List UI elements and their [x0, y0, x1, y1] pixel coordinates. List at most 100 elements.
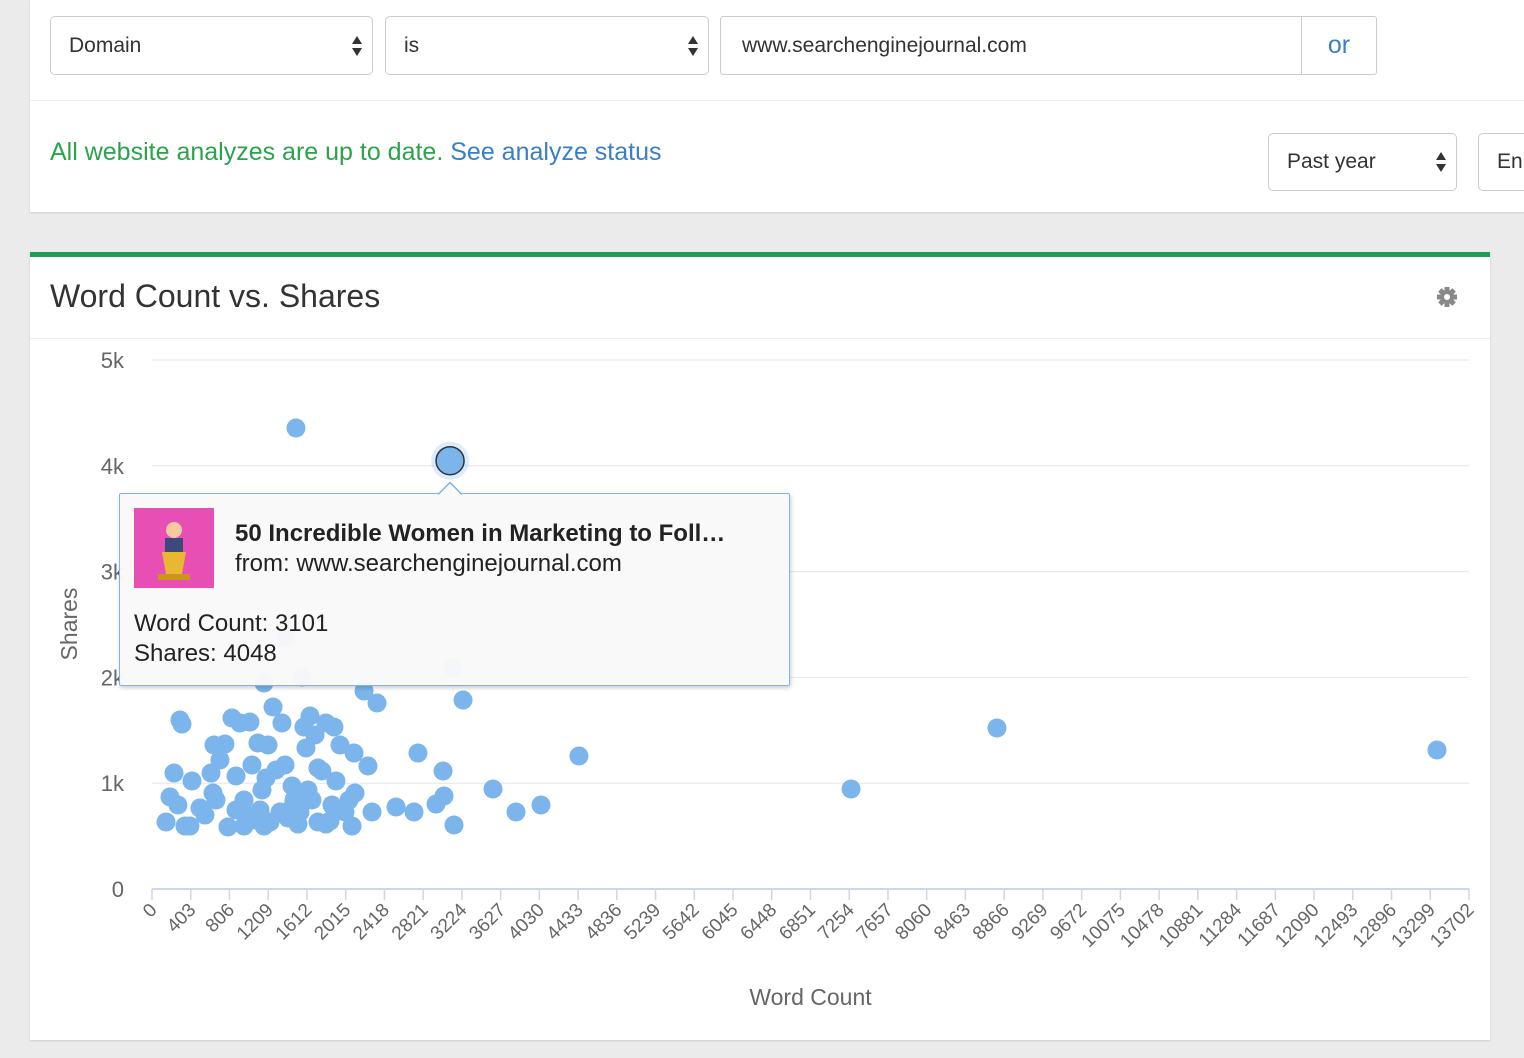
y-tick-label: 0 — [112, 877, 124, 902]
point — [444, 815, 464, 835]
language-select[interactable]: En — [1478, 133, 1524, 191]
x-tick-label: 7657 — [853, 900, 898, 945]
status: All website analyzes are up to date. See… — [50, 138, 662, 167]
value-text: www.searchenginejournal.com — [742, 33, 1027, 57]
point — [164, 763, 184, 783]
language-text: En — [1497, 150, 1523, 173]
settings-icon[interactable] — [1436, 286, 1458, 308]
select-arrows — [688, 35, 698, 56]
point — [300, 706, 320, 726]
point — [344, 743, 364, 763]
x-tick-label: 8866 — [969, 900, 1014, 945]
tooltip-source: from: www.searchenginejournal.com — [235, 550, 622, 577]
point — [210, 750, 230, 770]
point — [322, 795, 342, 815]
x-tick-label: 1612 — [272, 900, 317, 945]
point — [240, 712, 260, 732]
point — [250, 800, 270, 820]
point — [204, 735, 224, 755]
select-arrows — [1436, 152, 1446, 172]
x-tick-label: 2821 — [388, 900, 433, 945]
divider — [30, 338, 1490, 339]
point — [226, 766, 246, 786]
thumbnail — [134, 508, 214, 588]
or-text: or — [1327, 31, 1351, 59]
tooltip-caret — [438, 482, 462, 495]
point — [275, 755, 295, 775]
divider — [30, 100, 1524, 101]
y-tick-label: 5k — [101, 348, 125, 373]
point — [404, 802, 424, 822]
x-tick-label: 5642 — [659, 900, 704, 945]
x-tick-label: 9269 — [1008, 900, 1053, 945]
x-tick-label: 3224 — [427, 899, 472, 944]
or-button[interactable]: or — [1301, 16, 1377, 75]
x-tick-label: 8060 — [891, 900, 936, 945]
x-tick-label: 4433 — [543, 900, 588, 945]
x-tick-label: 7254 — [814, 899, 859, 944]
x-axis-label: Word Count — [749, 984, 872, 1010]
point — [358, 756, 378, 776]
point — [433, 761, 453, 781]
x-tick-label: 6045 — [698, 900, 743, 945]
operator-text: is — [404, 33, 420, 57]
point — [453, 690, 473, 710]
point — [316, 814, 336, 834]
value-input[interactable]: www.searchenginejournal.com — [720, 16, 1302, 75]
point — [362, 802, 382, 822]
point — [367, 693, 387, 713]
point — [312, 761, 332, 781]
point — [242, 755, 262, 775]
y-axis-label: Shares — [56, 588, 82, 661]
x-tick-label: 10881 — [1155, 900, 1207, 952]
x-tick-label: 8463 — [930, 900, 975, 945]
status-link[interactable]: See analyze status — [450, 138, 662, 166]
point — [218, 817, 238, 837]
point — [386, 797, 406, 817]
point — [1427, 740, 1447, 760]
point — [483, 779, 503, 799]
point — [168, 795, 188, 815]
field-text: Domain — [69, 33, 142, 57]
point — [426, 794, 446, 814]
period-text: Past year — [1287, 150, 1376, 173]
point — [258, 735, 278, 755]
tooltip-line: Word Count: 3101 — [134, 610, 329, 637]
x-tick-label: 13702 — [1426, 900, 1478, 952]
tooltip-line: Shares: 4048 — [134, 640, 277, 667]
x-tick-label: 2015 — [310, 900, 355, 945]
point — [234, 816, 254, 836]
point — [182, 771, 202, 791]
point — [298, 780, 318, 800]
point — [345, 783, 365, 803]
x-tick-label: 6851 — [775, 900, 820, 945]
y-tick-label: 1k — [101, 771, 125, 796]
point — [290, 802, 310, 822]
chart-title: Word Count vs. Shares — [50, 278, 381, 314]
period-select[interactable]: Past year — [1268, 133, 1457, 191]
point — [506, 802, 526, 822]
point — [408, 743, 428, 763]
point — [195, 805, 215, 825]
point — [156, 812, 176, 832]
point — [531, 795, 551, 815]
x-tick-label: 1209 — [233, 900, 278, 945]
select-arrows — [352, 35, 362, 56]
point — [569, 746, 589, 766]
y-tick-label: 4k — [101, 454, 125, 479]
point — [326, 771, 346, 791]
point — [286, 418, 306, 438]
x-tick-label: 4030 — [504, 900, 549, 945]
point — [256, 768, 276, 788]
x-tick-label: 3627 — [465, 900, 510, 945]
point — [282, 776, 302, 796]
point — [841, 779, 861, 799]
point — [330, 735, 350, 755]
field-select[interactable]: Domain — [50, 16, 373, 75]
operator-select[interactable]: is — [385, 16, 709, 75]
point — [180, 816, 200, 836]
x-tick-label: 2418 — [349, 900, 394, 945]
point — [272, 713, 292, 733]
